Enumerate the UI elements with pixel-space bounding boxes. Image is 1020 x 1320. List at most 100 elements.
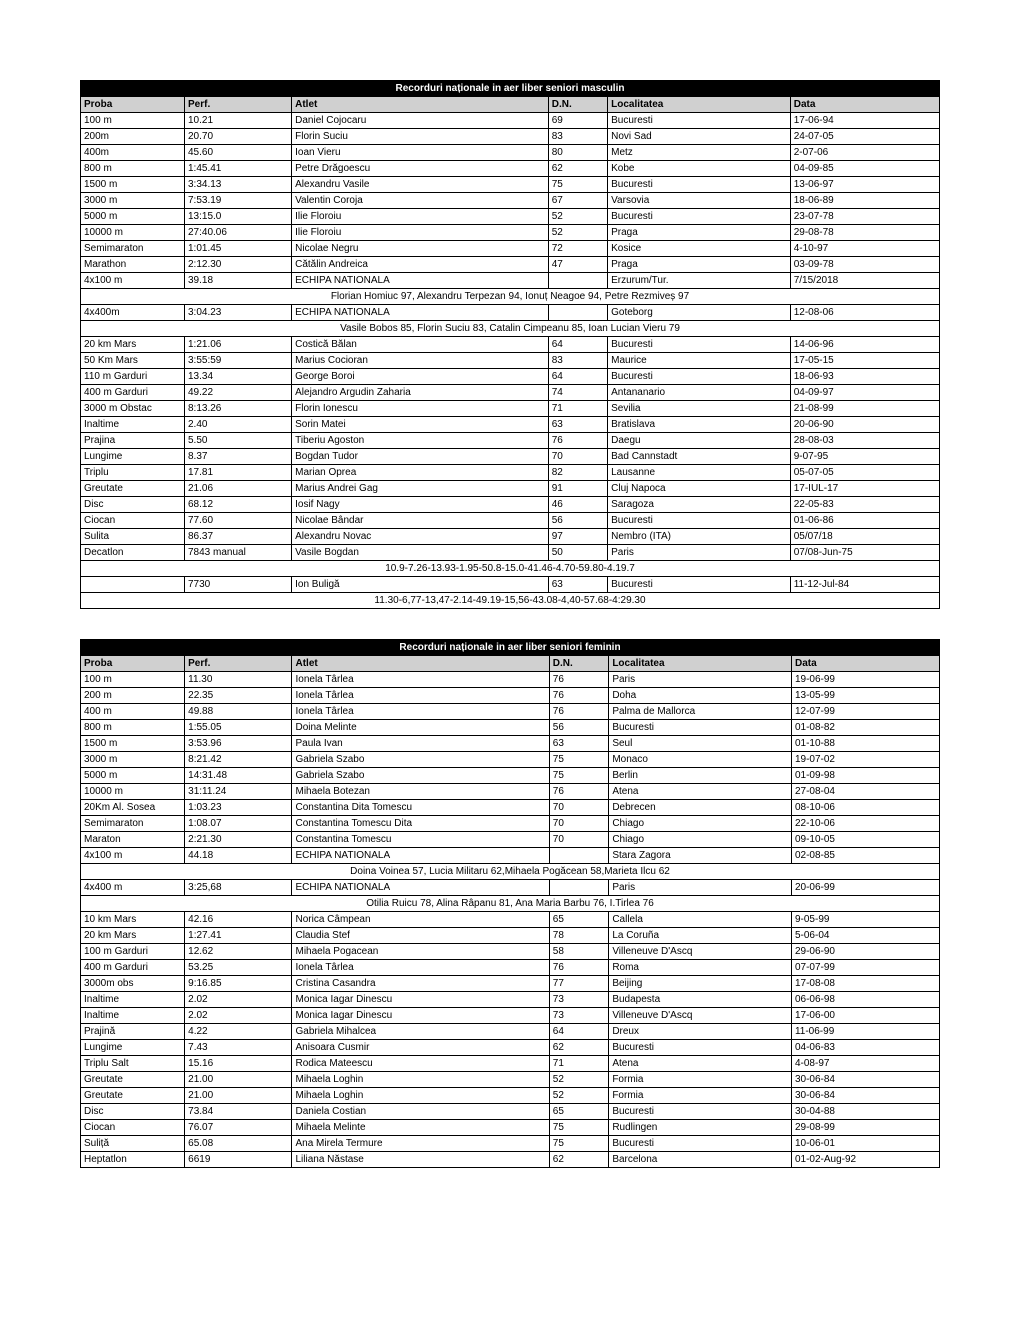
- cell: 3000 m Obstac: [81, 401, 185, 417]
- cell: 86.37: [185, 529, 292, 545]
- cell: Marathon: [81, 257, 185, 273]
- cell: 75: [549, 752, 609, 768]
- cell: 1500 m: [81, 736, 185, 752]
- cell: 13-05-99: [791, 688, 939, 704]
- cell: 04-09-85: [790, 161, 939, 177]
- cell: 63: [548, 577, 607, 593]
- cell: Varsovia: [608, 193, 791, 209]
- cell: 75: [548, 177, 607, 193]
- cell: 08-10-06: [791, 800, 939, 816]
- cell: [549, 880, 609, 896]
- cell: 10000 m: [81, 225, 185, 241]
- cell: 1500 m: [81, 177, 185, 193]
- cell: Bucuresti: [608, 369, 791, 385]
- cell: 4x100 m: [81, 273, 185, 289]
- cell: 5.50: [185, 433, 292, 449]
- cell: 09-10-05: [791, 832, 939, 848]
- cell: Monica Iagar Dinescu: [292, 1008, 549, 1024]
- cell: Gabriela Szabo: [292, 752, 549, 768]
- cell: 800 m: [81, 720, 185, 736]
- cell: 4x400m: [81, 305, 185, 321]
- cell: 2:21.30: [185, 832, 292, 848]
- cell: 100 m: [81, 672, 185, 688]
- cell: 56: [548, 513, 607, 529]
- tables-container: Recorduri naționale in aer liber seniori…: [80, 80, 940, 1168]
- cell: 20 km Mars: [81, 337, 185, 353]
- cell: 8.37: [185, 449, 292, 465]
- table-row: Lungime8.37Bogdan Tudor70Bad Cannstadt9-…: [81, 449, 940, 465]
- cell: 4x100 m: [81, 848, 185, 864]
- cell: 71: [548, 401, 607, 417]
- cell: 50 Km Mars: [81, 353, 185, 369]
- cell: Vasile Bogdan: [292, 545, 549, 561]
- table-row: 800 m1:45.41Petre Drăgoescu62Kobe04-09-8…: [81, 161, 940, 177]
- cell: 29-08-78: [790, 225, 939, 241]
- table-row: Heptatlon6619Liliana Năstase62Barcelona0…: [81, 1152, 940, 1168]
- cell: 75: [549, 1120, 609, 1136]
- cell: 27-08-04: [791, 784, 939, 800]
- cell: 3:55:59: [185, 353, 292, 369]
- table-row: 200m20.70Florin Suciu83Novi Sad24-07-05: [81, 129, 940, 145]
- cell: Paula Ivan: [292, 736, 549, 752]
- cell: 73: [549, 1008, 609, 1024]
- subrow-text: Florian Homiuc 97, Alexandru Terpezan 94…: [81, 289, 940, 305]
- subrow-text: 11.30-6,77-13,47-2.14-49.19-15,56-43.08-…: [81, 593, 940, 609]
- column-header: D.N.: [549, 656, 609, 672]
- cell: 4-08-97: [791, 1056, 939, 1072]
- cell: 9:16.85: [185, 976, 292, 992]
- cell: 52: [549, 1072, 609, 1088]
- cell: 5000 m: [81, 209, 185, 225]
- cell: 78: [549, 928, 609, 944]
- cell: 6619: [185, 1152, 292, 1168]
- cell: Lausanne: [608, 465, 791, 481]
- column-header: Localitatea: [608, 97, 791, 113]
- cell: Ionela Târlea: [292, 960, 549, 976]
- cell: 64: [548, 337, 607, 353]
- table-row: Inaltime2.02Monica Iagar Dinescu73Budape…: [81, 992, 940, 1008]
- cell: Gabriela Mihalcea: [292, 1024, 549, 1040]
- column-header: Perf.: [185, 656, 292, 672]
- subrow-text: Otilia Ruicu 78, Alina Râpanu 81, Ana Ma…: [81, 896, 940, 912]
- records-table-0: Recorduri naționale in aer liber seniori…: [80, 80, 940, 609]
- cell: 2:12.30: [185, 257, 292, 273]
- cell: Ilie Floroiu: [292, 225, 549, 241]
- cell: Alejandro Argudin Zaharia: [292, 385, 549, 401]
- cell: 18-06-93: [790, 369, 939, 385]
- cell: Ionela Târlea: [292, 704, 549, 720]
- cell: Ana Mirela Termure: [292, 1136, 549, 1152]
- cell: 2.02: [185, 1008, 292, 1024]
- cell: 200m: [81, 129, 185, 145]
- cell: Ciocan: [81, 1120, 185, 1136]
- cell: 65: [549, 912, 609, 928]
- cell: 21.00: [185, 1088, 292, 1104]
- cell: 52: [548, 225, 607, 241]
- cell: Constantina Tomescu Dita: [292, 816, 549, 832]
- cell: 68.12: [185, 497, 292, 513]
- cell: Prajină: [81, 1024, 185, 1040]
- cell: 64: [548, 369, 607, 385]
- cell: Greutate: [81, 1088, 185, 1104]
- cell: Greutate: [81, 1072, 185, 1088]
- cell: Valentin Coroja: [292, 193, 549, 209]
- cell: 76: [549, 704, 609, 720]
- cell: 400 m Garduri: [81, 960, 185, 976]
- cell: Tiberiu Agoston: [292, 433, 549, 449]
- column-header: Proba: [81, 656, 185, 672]
- cell: Cluj Napoca: [608, 481, 791, 497]
- cell: 52: [549, 1088, 609, 1104]
- cell: La Coruña: [609, 928, 792, 944]
- cell: 04-06-83: [791, 1040, 939, 1056]
- cell: 7.43: [185, 1040, 292, 1056]
- table-row: Lungime7.43Anisoara Cusmir62Bucuresti04-…: [81, 1040, 940, 1056]
- cell: 400 m Garduri: [81, 385, 185, 401]
- cell: 13:15.0: [185, 209, 292, 225]
- cell: Atena: [609, 784, 792, 800]
- cell: 05-07-05: [790, 465, 939, 481]
- cell: Praga: [608, 257, 791, 273]
- table-row: 100 m Garduri12.62Mihaela Pogacean58Vill…: [81, 944, 940, 960]
- cell: Marius Cocioran: [292, 353, 549, 369]
- cell: Callela: [609, 912, 792, 928]
- table-row: 3000m obs9:16.85Cristina Casandra77Beiji…: [81, 976, 940, 992]
- column-header: D.N.: [548, 97, 607, 113]
- cell: 12-07-99: [791, 704, 939, 720]
